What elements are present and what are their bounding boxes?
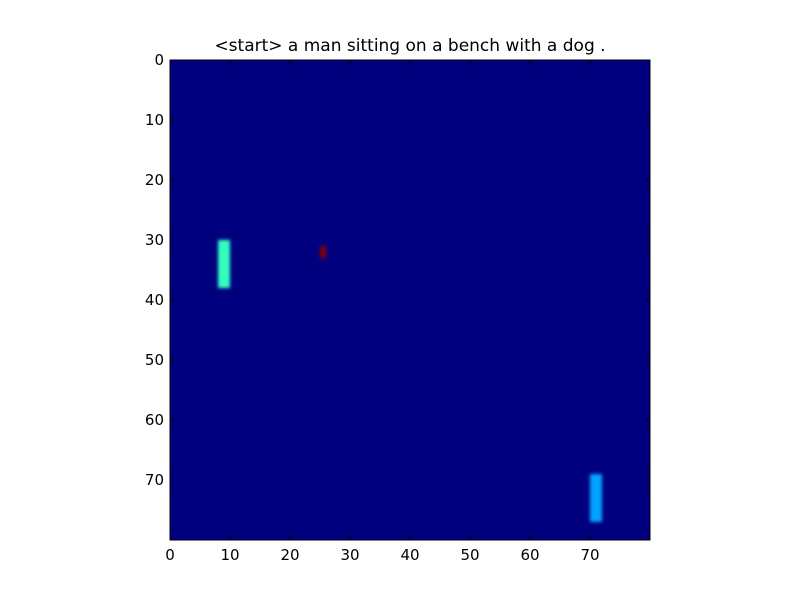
heatmap-background	[170, 60, 650, 540]
heatmap-cell-1	[218, 240, 230, 288]
y-tick-label: 40	[145, 291, 164, 309]
x-tick-label: 40	[400, 546, 419, 564]
heatmap-cell-3	[590, 474, 602, 522]
y-tick-label: 30	[145, 231, 164, 249]
y-tick-label: 60	[145, 411, 164, 429]
x-tick-label: 0	[165, 546, 175, 564]
heatmap-cell-2	[320, 246, 326, 258]
x-tick-label: 70	[580, 546, 599, 564]
y-tick-label: 70	[145, 471, 164, 489]
y-tick-label: 20	[145, 171, 164, 189]
chart-title: <start> a man sitting on a bench with a …	[214, 36, 606, 56]
y-tick-label: 50	[145, 351, 164, 369]
y-tick-label: 0	[154, 51, 164, 69]
x-tick-label: 10	[220, 546, 239, 564]
y-tick-label: 10	[145, 111, 164, 129]
x-tick-label: 60	[520, 546, 539, 564]
x-tick-label: 50	[460, 546, 479, 564]
x-tick-label: 20	[280, 546, 299, 564]
x-tick-label: 30	[340, 546, 359, 564]
